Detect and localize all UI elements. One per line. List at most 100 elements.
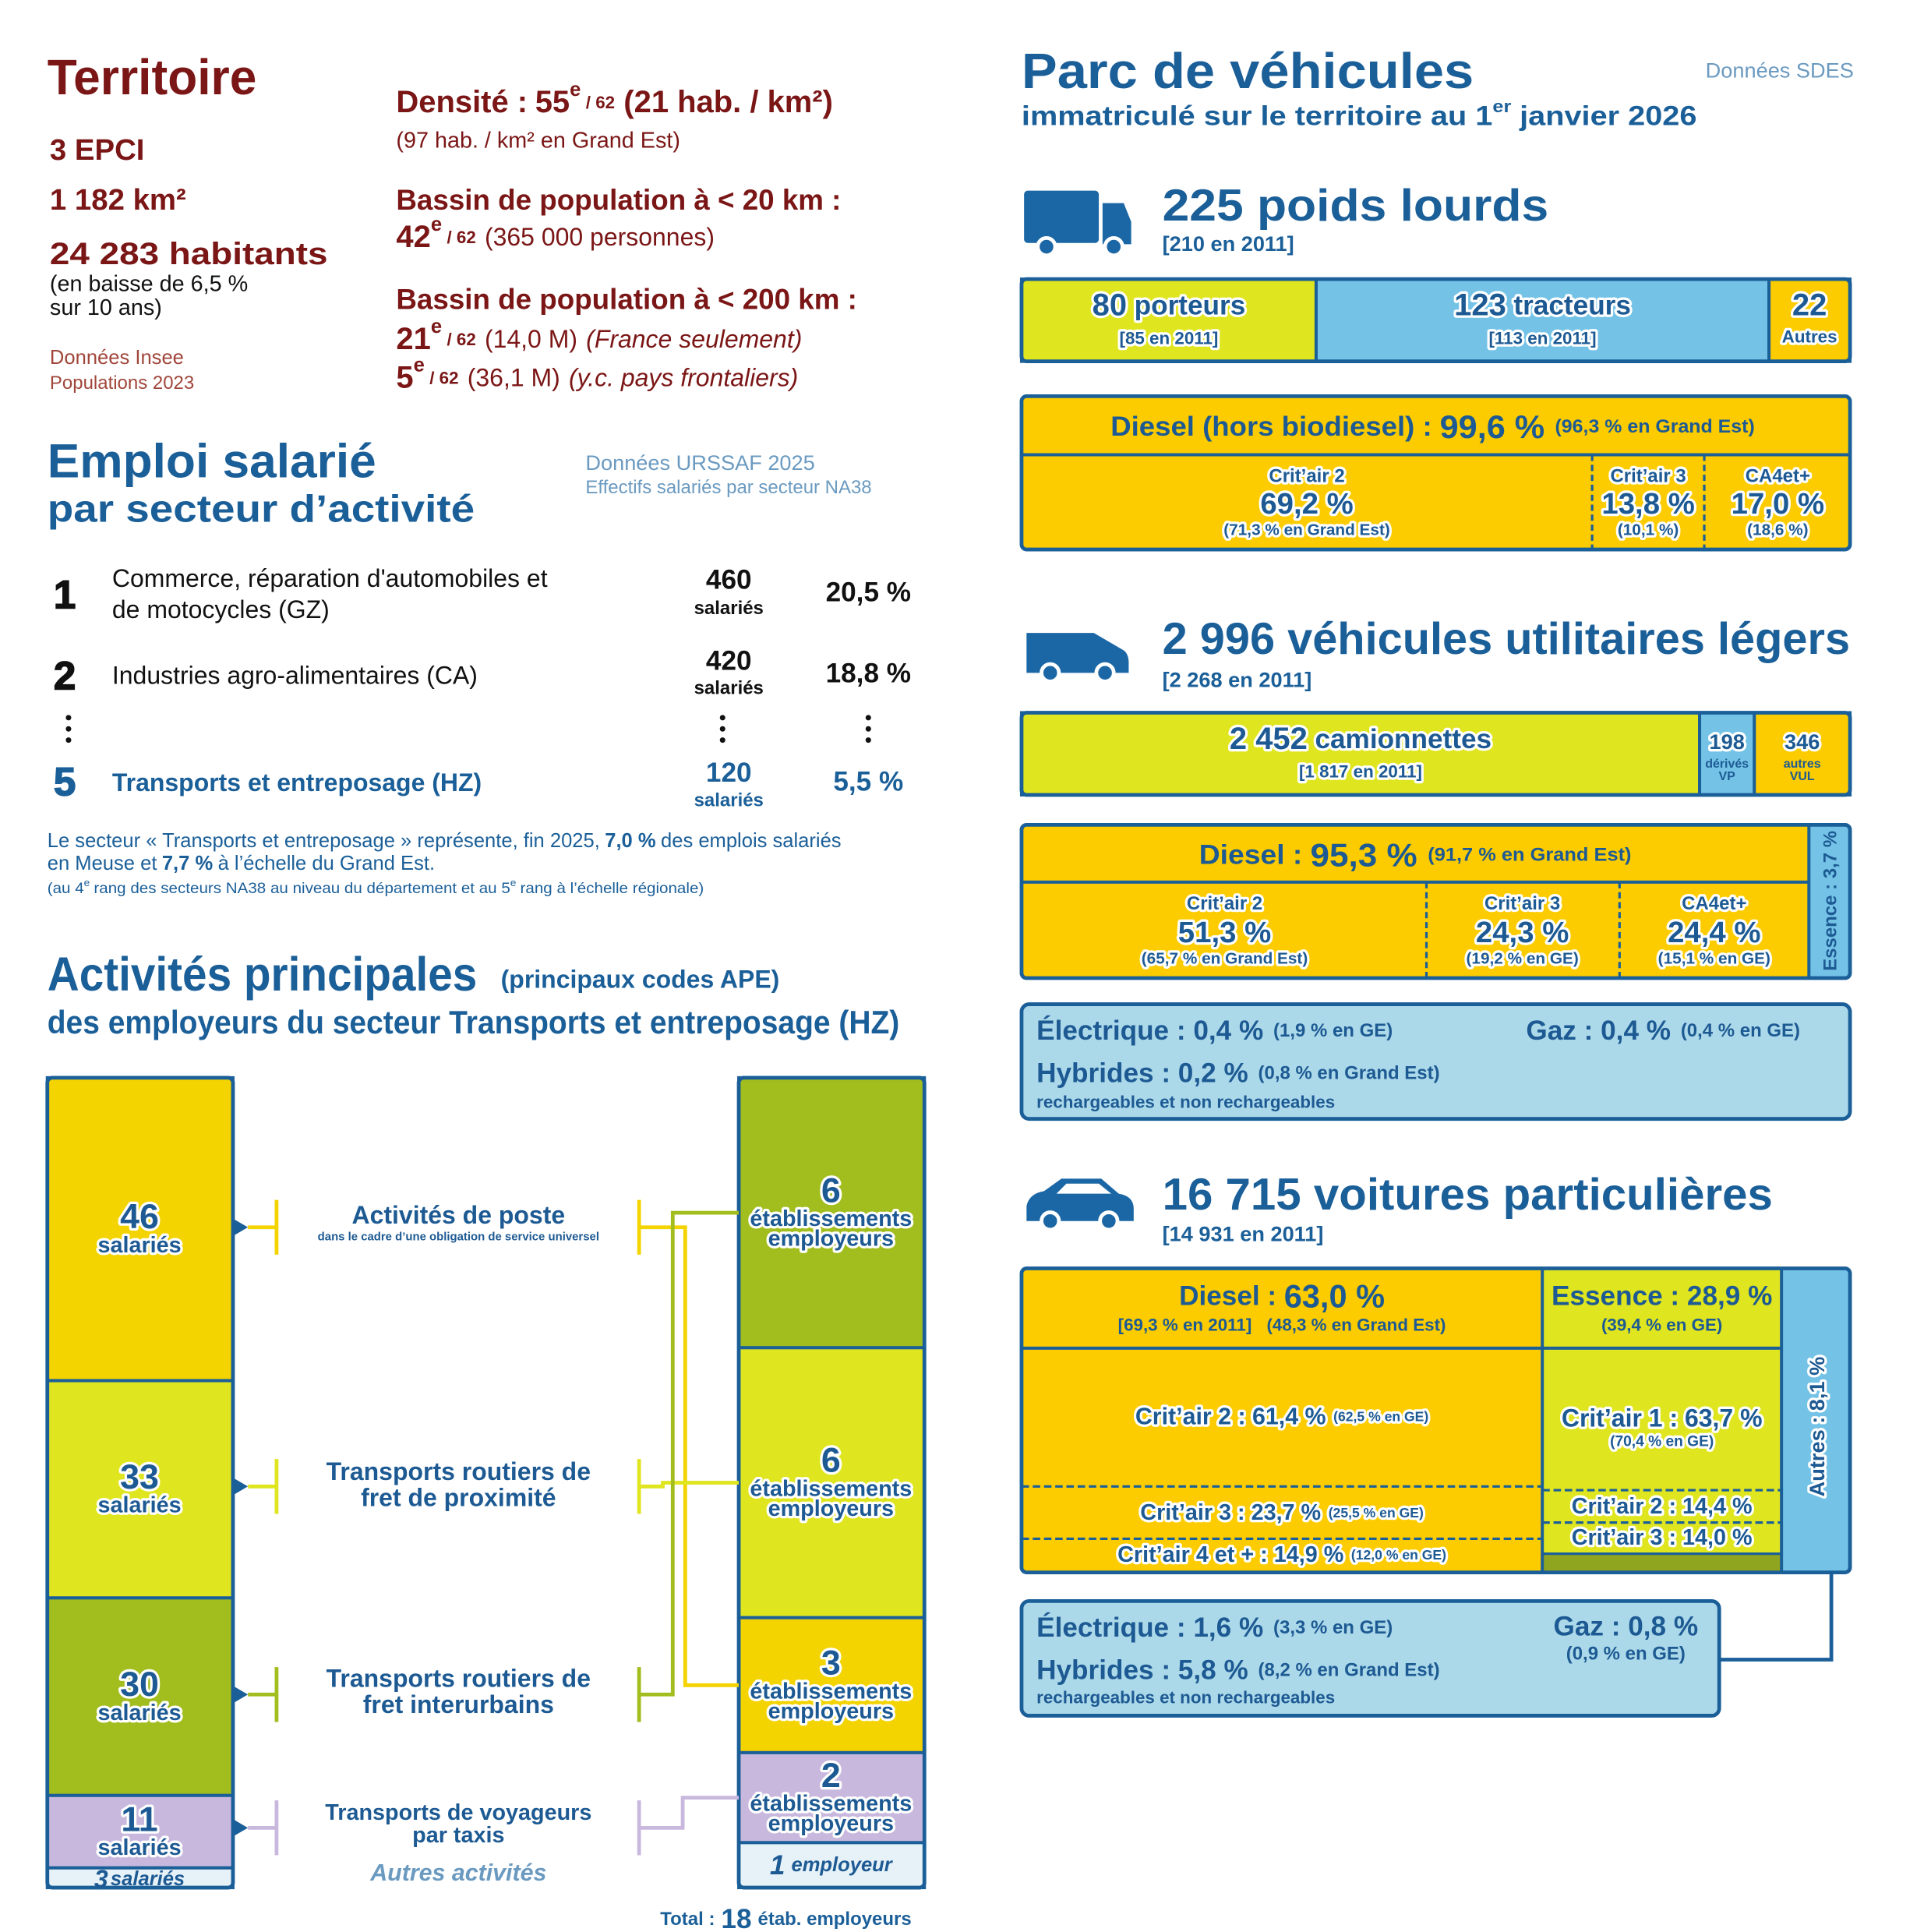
pointer-triangle <box>232 1478 249 1496</box>
other-fuel-part: Hybrides : 0,2 % <box>1036 1058 1248 1088</box>
critair-label-part: CA4et+ <box>1746 465 1810 486</box>
other-fuel-part: (0,9 % en GE) <box>1566 1643 1686 1664</box>
critair-label-part: (12,0 % en GE) <box>1351 1547 1446 1563</box>
sector-unit-part: salariés <box>694 789 764 811</box>
critair-value-part: 51,3 % <box>1178 915 1271 948</box>
source-note-part: Populations 2023 <box>50 372 194 393</box>
segment-previous-part: [85 en 2011] <box>1120 328 1219 348</box>
rank-number: 1 <box>54 572 76 616</box>
basin-rank-part: e <box>414 354 425 376</box>
segment-label-part: 2 452 <box>1230 722 1308 756</box>
activity-label: fret de proximité <box>361 1484 556 1512</box>
sector-label-part: de motocycles (GZ) <box>112 595 330 623</box>
activity-detail-part: dans le cadre d’une obligation de servic… <box>318 1231 599 1244</box>
fuel-note-part: (48,3 % en Grand Est) <box>1266 1315 1446 1334</box>
basin-rank-part: (y.c. pays frontaliers) <box>569 363 798 391</box>
other-fuel-part: (1,9 % en GE) <box>1273 1020 1393 1041</box>
basin-label-part: Bassin de population à < 200 km : <box>396 283 856 315</box>
block-unit: salariés <box>97 1493 181 1518</box>
vehicle-previous-part: [2 268 en 2011] <box>1163 667 1312 691</box>
density-note-part: (97 hab. / km² en Grand Est) <box>396 129 680 154</box>
critair-label: Crit’air 2 <box>1269 465 1344 486</box>
density-line-part: (21 hab. / km²) <box>623 85 833 119</box>
basin-rank-part: 42 <box>396 220 430 254</box>
pointer-triangle <box>232 1686 249 1704</box>
block-unit: établissements <box>750 1476 912 1501</box>
sector-label: de motocycles (GZ) <box>112 595 330 623</box>
section-title-part: Emploi salarié <box>48 435 376 488</box>
block-value-part: 46 <box>120 1197 159 1236</box>
other-fuel-part: Gaz : 0,8 % <box>1554 1611 1699 1641</box>
other-fuel: (0,9 % en GE) <box>1566 1643 1686 1664</box>
basin-rank-part: / 62 <box>447 329 475 348</box>
block-unit: établissements <box>750 1679 912 1704</box>
other-fuel: Gaz : 0,8 % <box>1554 1611 1699 1641</box>
source-note: Effectifs salariés par secteur NA38 <box>585 477 871 498</box>
sector-unit: salariés <box>694 677 764 698</box>
fuel-headline-part: Diesel : <box>1179 1280 1276 1311</box>
basin-rank: 5e/ 62 (36,1 M) (y.c. pays frontaliers) <box>396 354 798 394</box>
block-unit: établissements <box>750 1206 912 1231</box>
block-value-part: 2 <box>821 1756 841 1795</box>
segment-label-part: 22 <box>1792 288 1827 323</box>
block-value: 6 <box>821 1171 841 1210</box>
footnote-part: e <box>510 876 517 888</box>
vehicle-title: 225 poids lourds <box>1163 181 1549 231</box>
vehicle-title-part: 225 poids lourds <box>1163 181 1549 231</box>
critair-note: (15,1 % en GE) <box>1658 949 1770 967</box>
box-frame <box>1019 822 1852 980</box>
block-value: 46 <box>120 1197 159 1236</box>
block-value-part: 1 <box>770 1850 785 1881</box>
basin-rank-part: 21 <box>396 322 430 356</box>
block-unit-part: établissements <box>750 1206 912 1231</box>
sector-unit-part: salariés <box>694 598 764 619</box>
segment-label-part: VUL <box>1790 770 1815 783</box>
density-line: Densité :55e / 62 (21 hab. / km²) <box>396 79 833 119</box>
block-unit: salariés <box>97 1835 181 1860</box>
sector-unit: salariés <box>694 789 764 811</box>
critair-note-part: (18,6 %) <box>1747 521 1808 539</box>
fuel-headline-part: Diesel (hors biodiesel) : <box>1110 411 1431 441</box>
block-value: 1 employeur <box>770 1850 894 1881</box>
vehicle-previous-part: [210 en 2011] <box>1163 231 1294 255</box>
segment-label-part: dérivés <box>1705 758 1749 771</box>
fuel-box <box>1019 394 1852 552</box>
bar-segment <box>1019 277 1318 363</box>
source-note-part: Données Insee <box>50 347 184 369</box>
basin-rank-part: e <box>431 316 442 337</box>
block-unit-part: employeurs <box>768 1699 894 1724</box>
other-fuel-part: (0,8 % en Grand Est) <box>1259 1062 1440 1083</box>
fuel-area <box>1781 1268 1851 1573</box>
other-fuel-box <box>1019 1002 1852 1121</box>
block-unit-part: salariés <box>97 1835 181 1860</box>
fuel-headline-part: 99,6 % <box>1440 408 1545 444</box>
section-title: Activités principales <box>48 948 478 1001</box>
section-note: (principaux codes APE) <box>501 966 780 994</box>
connector-line <box>639 1796 740 1830</box>
critair-note: (65,7 % en Grand Est) <box>1142 949 1308 967</box>
critair-value: 69,2 % <box>1260 486 1353 520</box>
critair-label: Crit’air 3 : 14,0 % <box>1572 1525 1753 1550</box>
critair-note: (18,6 %) <box>1747 521 1808 539</box>
critair-label-part: Crit’air 3 : 23,7 % <box>1140 1500 1321 1525</box>
connector-line <box>639 1225 740 1687</box>
critair-label-part: CA4et+ <box>1682 893 1746 914</box>
block-unit: employeurs <box>768 1227 894 1252</box>
other-fuel: Hybrides : 5,8 % (8,2 % en Grand Est) <box>1036 1655 1439 1685</box>
block-value-part: employeur <box>791 1854 893 1876</box>
critair-value: 13,8 % <box>1601 486 1694 520</box>
segment-previous: [1 817 en 2011] <box>1299 761 1422 781</box>
activity-label-part: Autres activités <box>369 1860 546 1885</box>
block-unit-part: salariés <box>97 1233 181 1258</box>
critair-label-part: (62,5 % en GE) <box>1333 1409 1428 1425</box>
other-fuel: Électrique : 0,4 % (1,9 % en GE) <box>1036 1015 1393 1046</box>
sector-note-part: à l’échelle du Grand Est. <box>218 853 436 874</box>
section-subtitle-part: janvier 2026 <box>1519 101 1696 131</box>
other-fuel-note-part: rechargeables et non rechargeables <box>1036 1092 1335 1111</box>
basin-rank-part: (36,1 M) <box>468 363 560 391</box>
territory-note-part: sur 10 ans) <box>50 295 162 320</box>
territory-stat: 3 EPCI <box>50 132 145 166</box>
sector-count: 120 <box>706 758 752 788</box>
rank-number: 2 <box>54 653 76 698</box>
sector-note-part: 7,7 % <box>162 853 214 874</box>
